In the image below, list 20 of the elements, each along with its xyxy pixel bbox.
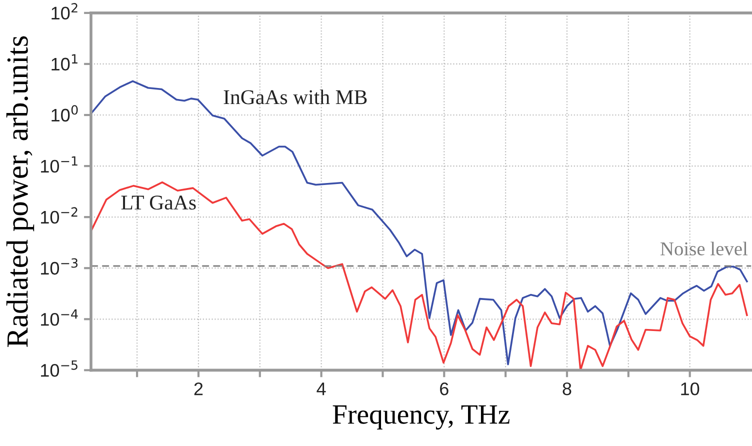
ref-line-label: Noise level: [660, 242, 748, 256]
line-series: [90, 80, 748, 366]
x-tick-label: 2: [194, 382, 203, 396]
y-tick-label: 10$^{1}$: [52, 54, 78, 71]
y-tick-label: 10$^{2}$: [52, 3, 78, 20]
x-tick-label: 8: [562, 382, 572, 396]
x-axis-title: Frequency, THz: [332, 405, 510, 430]
line-series: [90, 181, 748, 370]
series-label: InGaAs with MB: [224, 90, 367, 104]
x-tick-label: 4: [316, 382, 326, 396]
y-tick-label: 10$^{−5}$: [41, 360, 78, 377]
y-tick-label: 10$^{0}$: [52, 105, 78, 122]
y-tick-label: 10$^{−3}$: [41, 258, 78, 275]
y-tick-label: 10$^{−2}$: [41, 207, 78, 224]
y-axis-title: Radiated power, arb.units: [6, 36, 34, 348]
x-tick-label: 6: [440, 382, 448, 396]
y-tick-label: 10$^{−1}$: [41, 156, 78, 173]
x-tick-label: 10: [681, 382, 700, 396]
y-tick-label: 10$^{−4}$: [41, 309, 78, 326]
series-label: LT GaAs: [121, 196, 196, 210]
